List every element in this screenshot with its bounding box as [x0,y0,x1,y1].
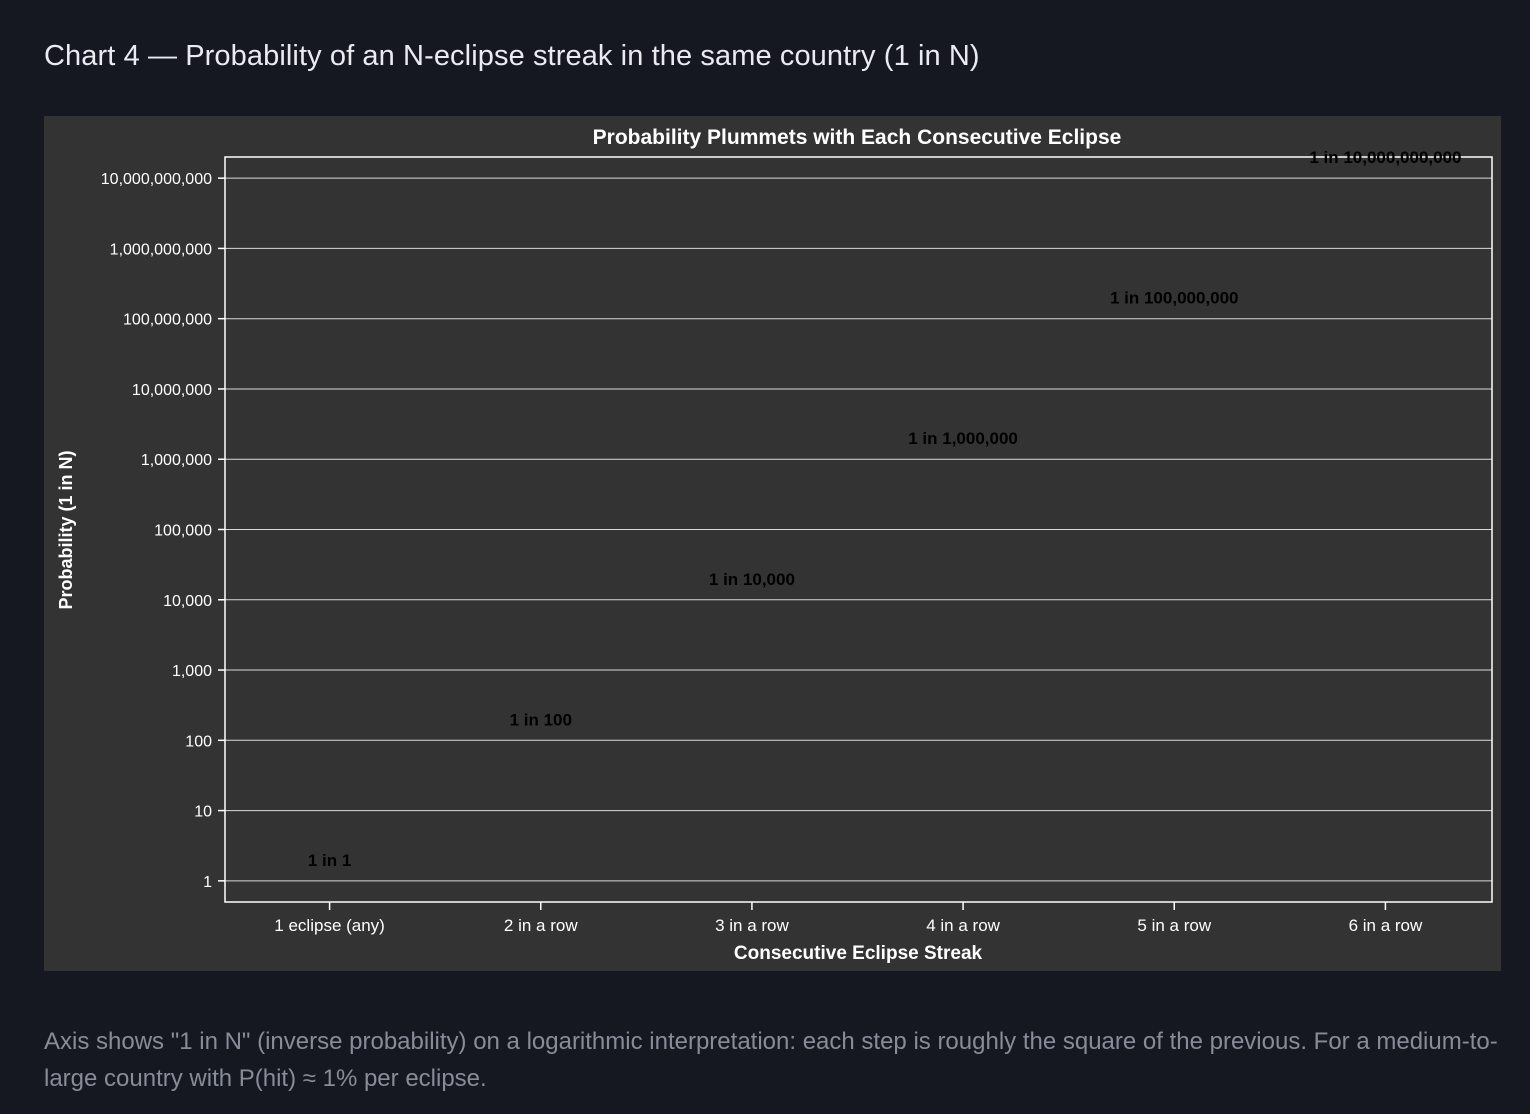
y-axis: 1 10 100 1,000 10,000 100,000 1,000,000 10,000,… [101,171,225,891]
page-heading: Chart 4 — Probability of an N-eclipse st… [44,40,980,72]
y-tick-label: 10,000 [163,593,212,610]
data-label: 1 in 100,000,000 [1110,289,1239,308]
gridlines [225,177,1492,882]
data-labels: 1 in 1 1 in 100 1 in 10,000 1 in 1,000,000 1… [308,148,1462,870]
chart-panel: Probability Plummets with Each Consecuti… [44,116,1501,971]
x-tick-label: 4 in a row [926,916,1000,935]
data-label: 1 in 10,000,000,000 [1309,148,1461,167]
chart-title: Probability Plummets with Each Consecuti… [593,126,1122,149]
x-tick-label: 1 eclipse (any) [274,916,385,935]
y-tick-label: 100 [185,733,212,750]
x-axis-title: Consecutive Eclipse Streak [734,943,983,964]
chart-caption: Axis shows "1 in N" (inverse probability… [44,1028,1498,1092]
y-axis-title: Probability (1 in N) [56,450,76,609]
x-tick-label: 5 in a row [1137,916,1211,935]
data-label: 1 in 10,000 [709,570,795,589]
y-tick-label: 100,000 [154,523,212,540]
probability-chart: Probability Plummets with Each Consecuti… [56,126,1493,964]
y-tick-label: 1,000 [172,663,212,680]
y-tick-label: 10,000,000 [132,382,212,399]
plot-frame [224,156,1493,903]
x-tick-label: 3 in a row [715,916,789,935]
y-tick-label: 100,000,000 [123,312,212,329]
x-tick-label: 2 in a row [504,916,578,935]
data-label: 1 in 1,000,000 [908,429,1018,448]
data-label: 1 in 1 [308,851,351,870]
y-tick-label: 1,000,000 [141,452,212,469]
y-tick-label: 1 [203,874,212,891]
y-tick-label: 10 [194,804,212,821]
x-tick-label: 6 in a row [1349,916,1423,935]
data-label: 1 in 100 [510,710,572,729]
y-tick-label: 10,000,000,000 [101,171,212,188]
y-tick-label: 1,000,000,000 [110,241,212,258]
x-axis: 1 eclipse (any) 2 in a row 3 in a row 4 in … [274,902,1423,935]
